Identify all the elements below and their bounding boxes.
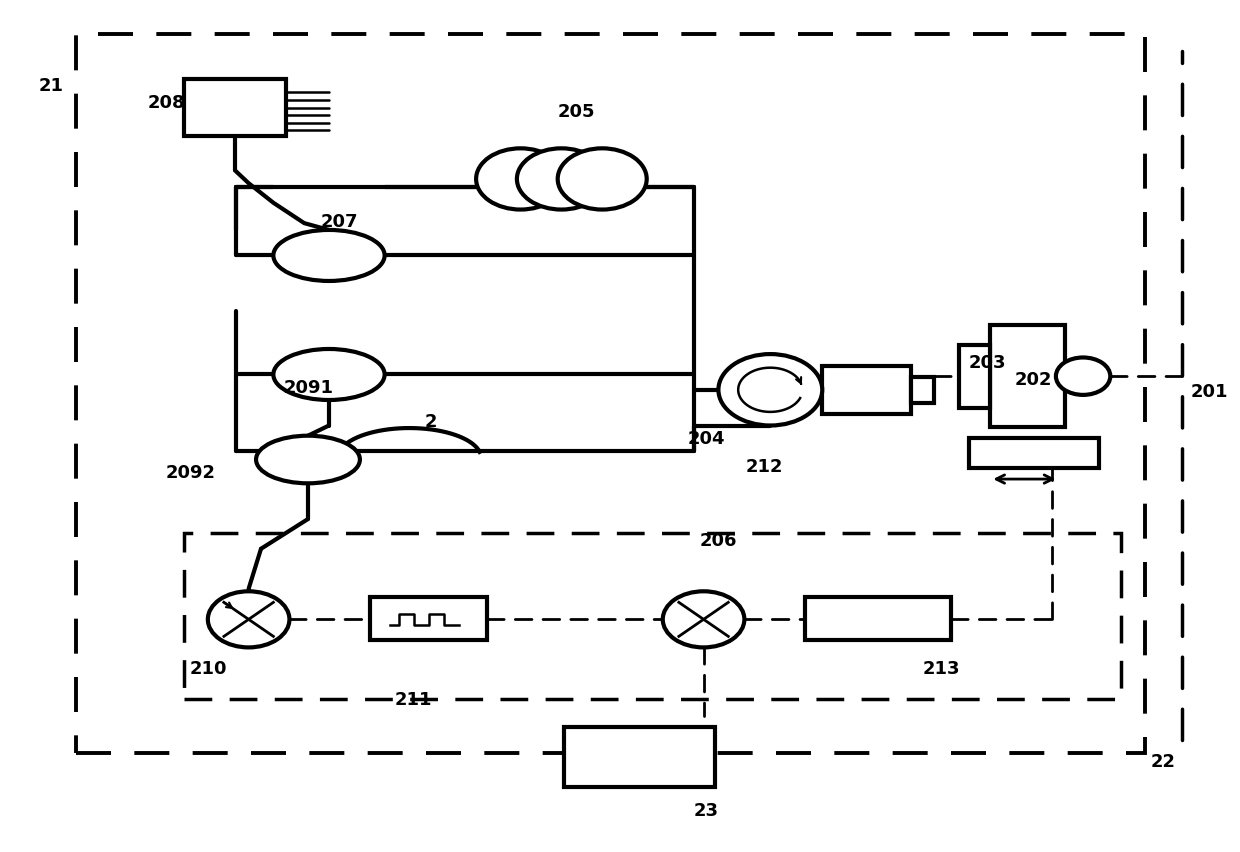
Bar — [185, 534, 1121, 699]
Circle shape — [558, 149, 647, 210]
Bar — [370, 597, 487, 640]
Bar — [970, 439, 1099, 469]
Ellipse shape — [273, 231, 384, 282]
Circle shape — [517, 149, 606, 210]
Bar — [805, 597, 951, 640]
Text: 205: 205 — [558, 103, 595, 121]
Circle shape — [662, 591, 744, 648]
Circle shape — [718, 354, 822, 426]
Text: 213: 213 — [923, 659, 960, 677]
Text: 202: 202 — [1016, 371, 1053, 389]
Text: 208: 208 — [148, 95, 185, 112]
Text: 2091: 2091 — [283, 379, 334, 397]
Circle shape — [208, 591, 289, 648]
Text: 21: 21 — [38, 78, 63, 95]
Bar — [822, 366, 911, 414]
Text: 2092: 2092 — [166, 463, 216, 481]
Text: 211: 211 — [394, 690, 432, 709]
Text: 204: 204 — [687, 429, 725, 448]
Text: 2: 2 — [424, 412, 436, 431]
Bar — [564, 728, 714, 787]
Bar — [185, 79, 285, 137]
Text: 203: 203 — [968, 354, 1006, 371]
Bar — [911, 377, 934, 403]
Text: 210: 210 — [190, 659, 227, 677]
Circle shape — [476, 149, 565, 210]
Text: 23: 23 — [693, 801, 719, 819]
Bar — [76, 35, 1145, 753]
Text: 206: 206 — [699, 532, 738, 550]
Text: 207: 207 — [320, 213, 358, 231]
Ellipse shape — [273, 349, 384, 400]
Circle shape — [1056, 358, 1110, 395]
Bar — [960, 345, 991, 409]
Text: 22: 22 — [1151, 752, 1176, 770]
Text: 201: 201 — [1190, 383, 1228, 401]
Ellipse shape — [255, 436, 360, 484]
Text: 212: 212 — [745, 458, 784, 475]
Bar — [991, 325, 1065, 428]
